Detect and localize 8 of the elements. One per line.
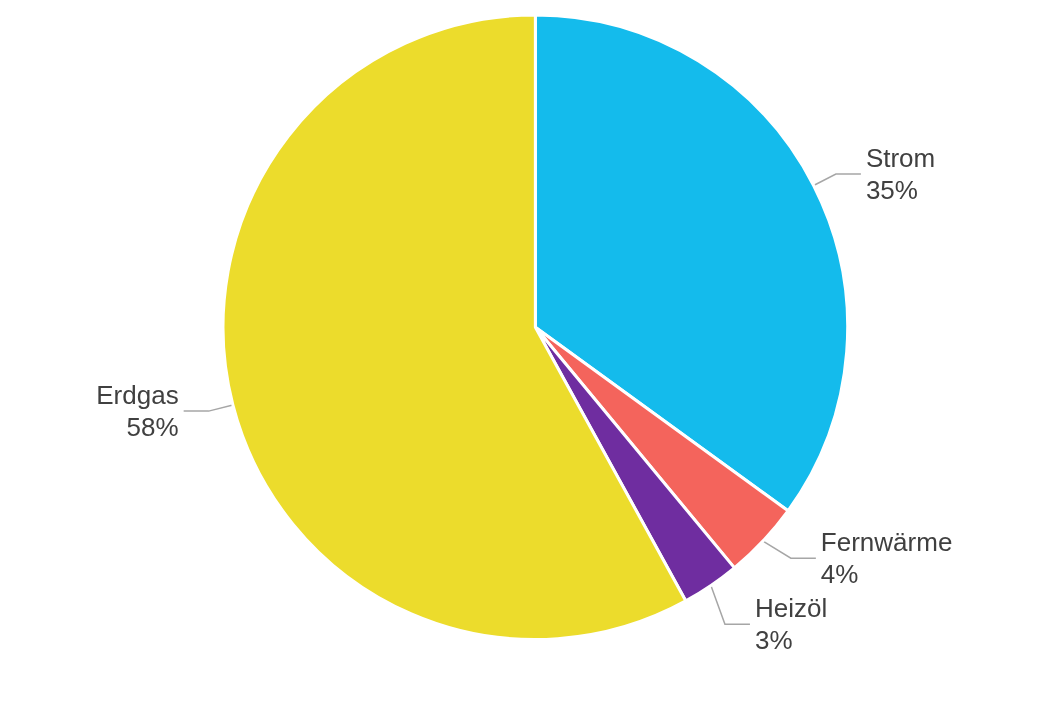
slice-label: Heizöl: [754, 593, 828, 624]
data-label: 4%: [820, 559, 859, 590]
data-label: 35%: [865, 175, 918, 206]
slice-label: Fernwärme: [820, 527, 953, 558]
data-label: 58%: [126, 412, 179, 443]
slice-label: Erdgas: [96, 380, 179, 411]
data-label: 3%: [754, 625, 793, 656]
slice-label: Strom: [865, 143, 936, 174]
